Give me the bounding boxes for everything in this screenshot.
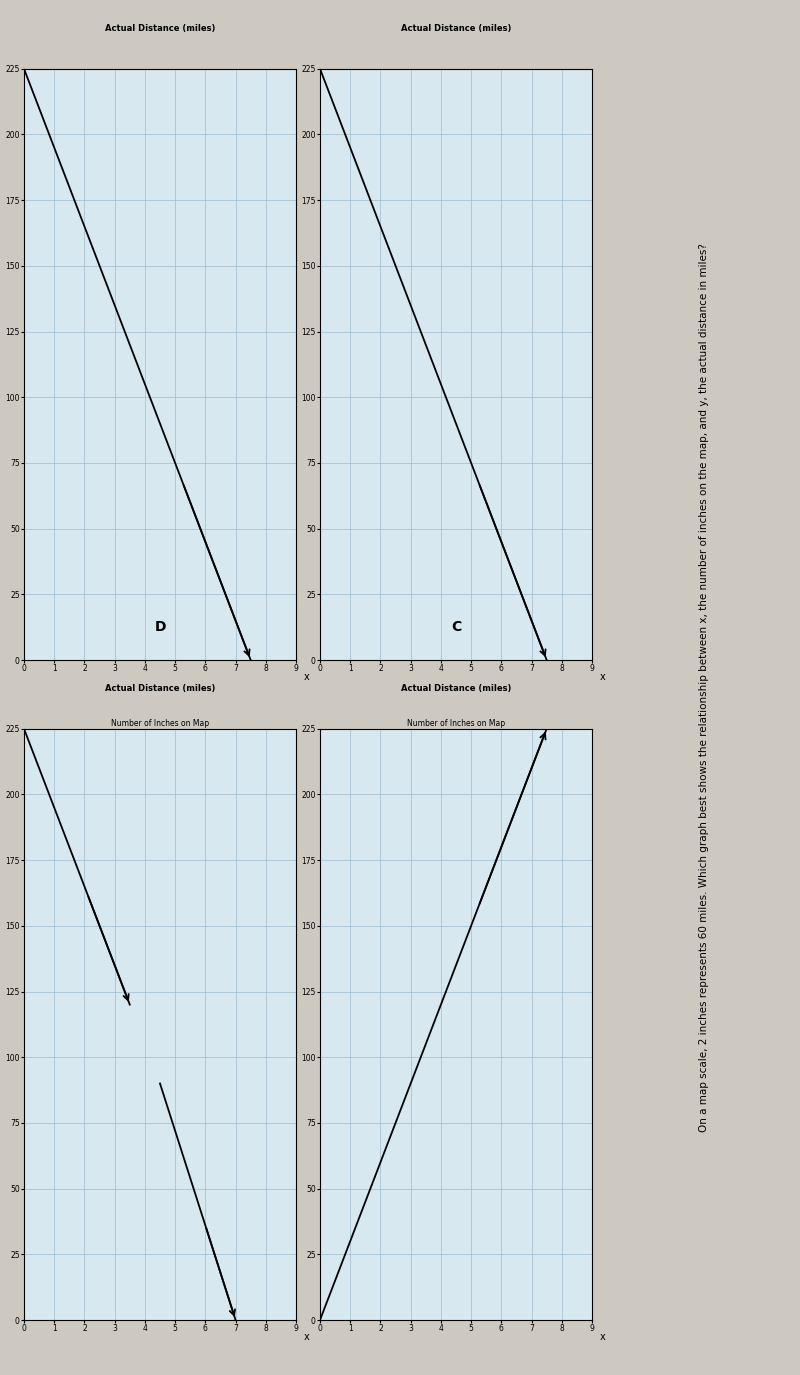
Text: Actual Distance (miles): Actual Distance (miles) <box>401 685 511 693</box>
Text: x: x <box>304 672 310 682</box>
Text: Actual Distance (miles): Actual Distance (miles) <box>401 25 511 33</box>
Text: Actual Distance (miles): Actual Distance (miles) <box>105 685 215 693</box>
Text: Map Scale: Map Scale <box>432 766 480 776</box>
Text: x: x <box>304 1332 310 1342</box>
Text: On a map scale, 2 inches represents 60 miles. Which graph best shows the relatio: On a map scale, 2 inches represents 60 m… <box>699 243 709 1132</box>
Text: C: C <box>451 620 461 634</box>
Text: x: x <box>600 672 606 682</box>
Text: Number of Inches on Map: Number of Inches on Map <box>407 719 505 729</box>
Text: x: x <box>600 1332 606 1342</box>
Text: Actual Distance (miles): Actual Distance (miles) <box>105 25 215 33</box>
Text: Number of Inches on Map: Number of Inches on Map <box>111 719 209 729</box>
Text: Map Scale: Map Scale <box>136 766 184 776</box>
Text: D: D <box>154 620 166 634</box>
